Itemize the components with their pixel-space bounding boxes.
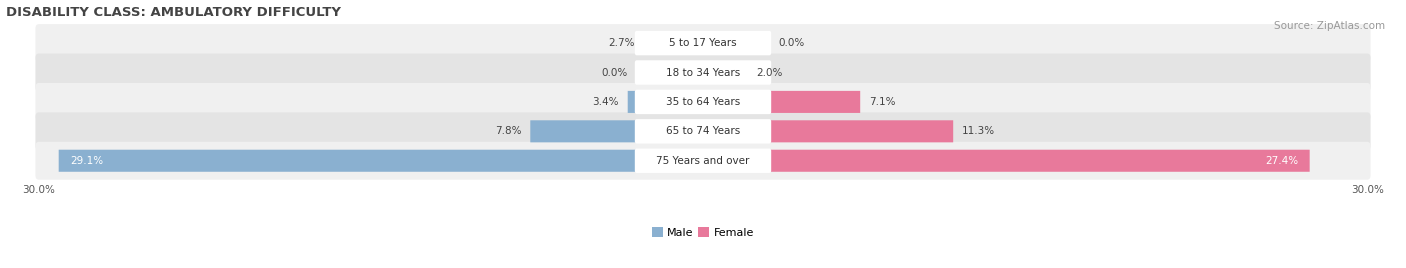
FancyBboxPatch shape: [59, 150, 703, 172]
Text: 2.7%: 2.7%: [607, 38, 634, 48]
Text: 27.4%: 27.4%: [1265, 156, 1299, 166]
FancyBboxPatch shape: [634, 148, 772, 173]
FancyBboxPatch shape: [703, 91, 860, 113]
Text: 11.3%: 11.3%: [962, 126, 995, 136]
FancyBboxPatch shape: [530, 120, 703, 142]
FancyBboxPatch shape: [634, 31, 772, 55]
Text: 7.1%: 7.1%: [869, 97, 896, 107]
Text: 18 to 34 Years: 18 to 34 Years: [666, 68, 740, 77]
FancyBboxPatch shape: [634, 90, 772, 114]
Text: 29.1%: 29.1%: [70, 156, 103, 166]
Text: 0.0%: 0.0%: [602, 68, 627, 77]
FancyBboxPatch shape: [627, 91, 703, 113]
FancyBboxPatch shape: [35, 54, 1371, 91]
Text: 2.0%: 2.0%: [756, 68, 783, 77]
FancyBboxPatch shape: [643, 32, 703, 54]
FancyBboxPatch shape: [35, 112, 1371, 150]
Text: 35 to 64 Years: 35 to 64 Years: [666, 97, 740, 107]
Text: 7.8%: 7.8%: [495, 126, 522, 136]
FancyBboxPatch shape: [703, 120, 953, 142]
FancyBboxPatch shape: [634, 60, 772, 85]
Text: 3.4%: 3.4%: [592, 97, 619, 107]
Legend: Male, Female: Male, Female: [647, 223, 759, 243]
Text: 0.0%: 0.0%: [779, 38, 804, 48]
FancyBboxPatch shape: [35, 24, 1371, 62]
Text: DISABILITY CLASS: AMBULATORY DIFFICULTY: DISABILITY CLASS: AMBULATORY DIFFICULTY: [6, 6, 340, 18]
FancyBboxPatch shape: [35, 142, 1371, 180]
FancyBboxPatch shape: [634, 119, 772, 144]
Text: Source: ZipAtlas.com: Source: ZipAtlas.com: [1274, 21, 1385, 31]
FancyBboxPatch shape: [35, 83, 1371, 121]
Text: 75 Years and over: 75 Years and over: [657, 156, 749, 166]
Text: 5 to 17 Years: 5 to 17 Years: [669, 38, 737, 48]
Text: 65 to 74 Years: 65 to 74 Years: [666, 126, 740, 136]
FancyBboxPatch shape: [703, 61, 747, 84]
FancyBboxPatch shape: [703, 150, 1309, 172]
